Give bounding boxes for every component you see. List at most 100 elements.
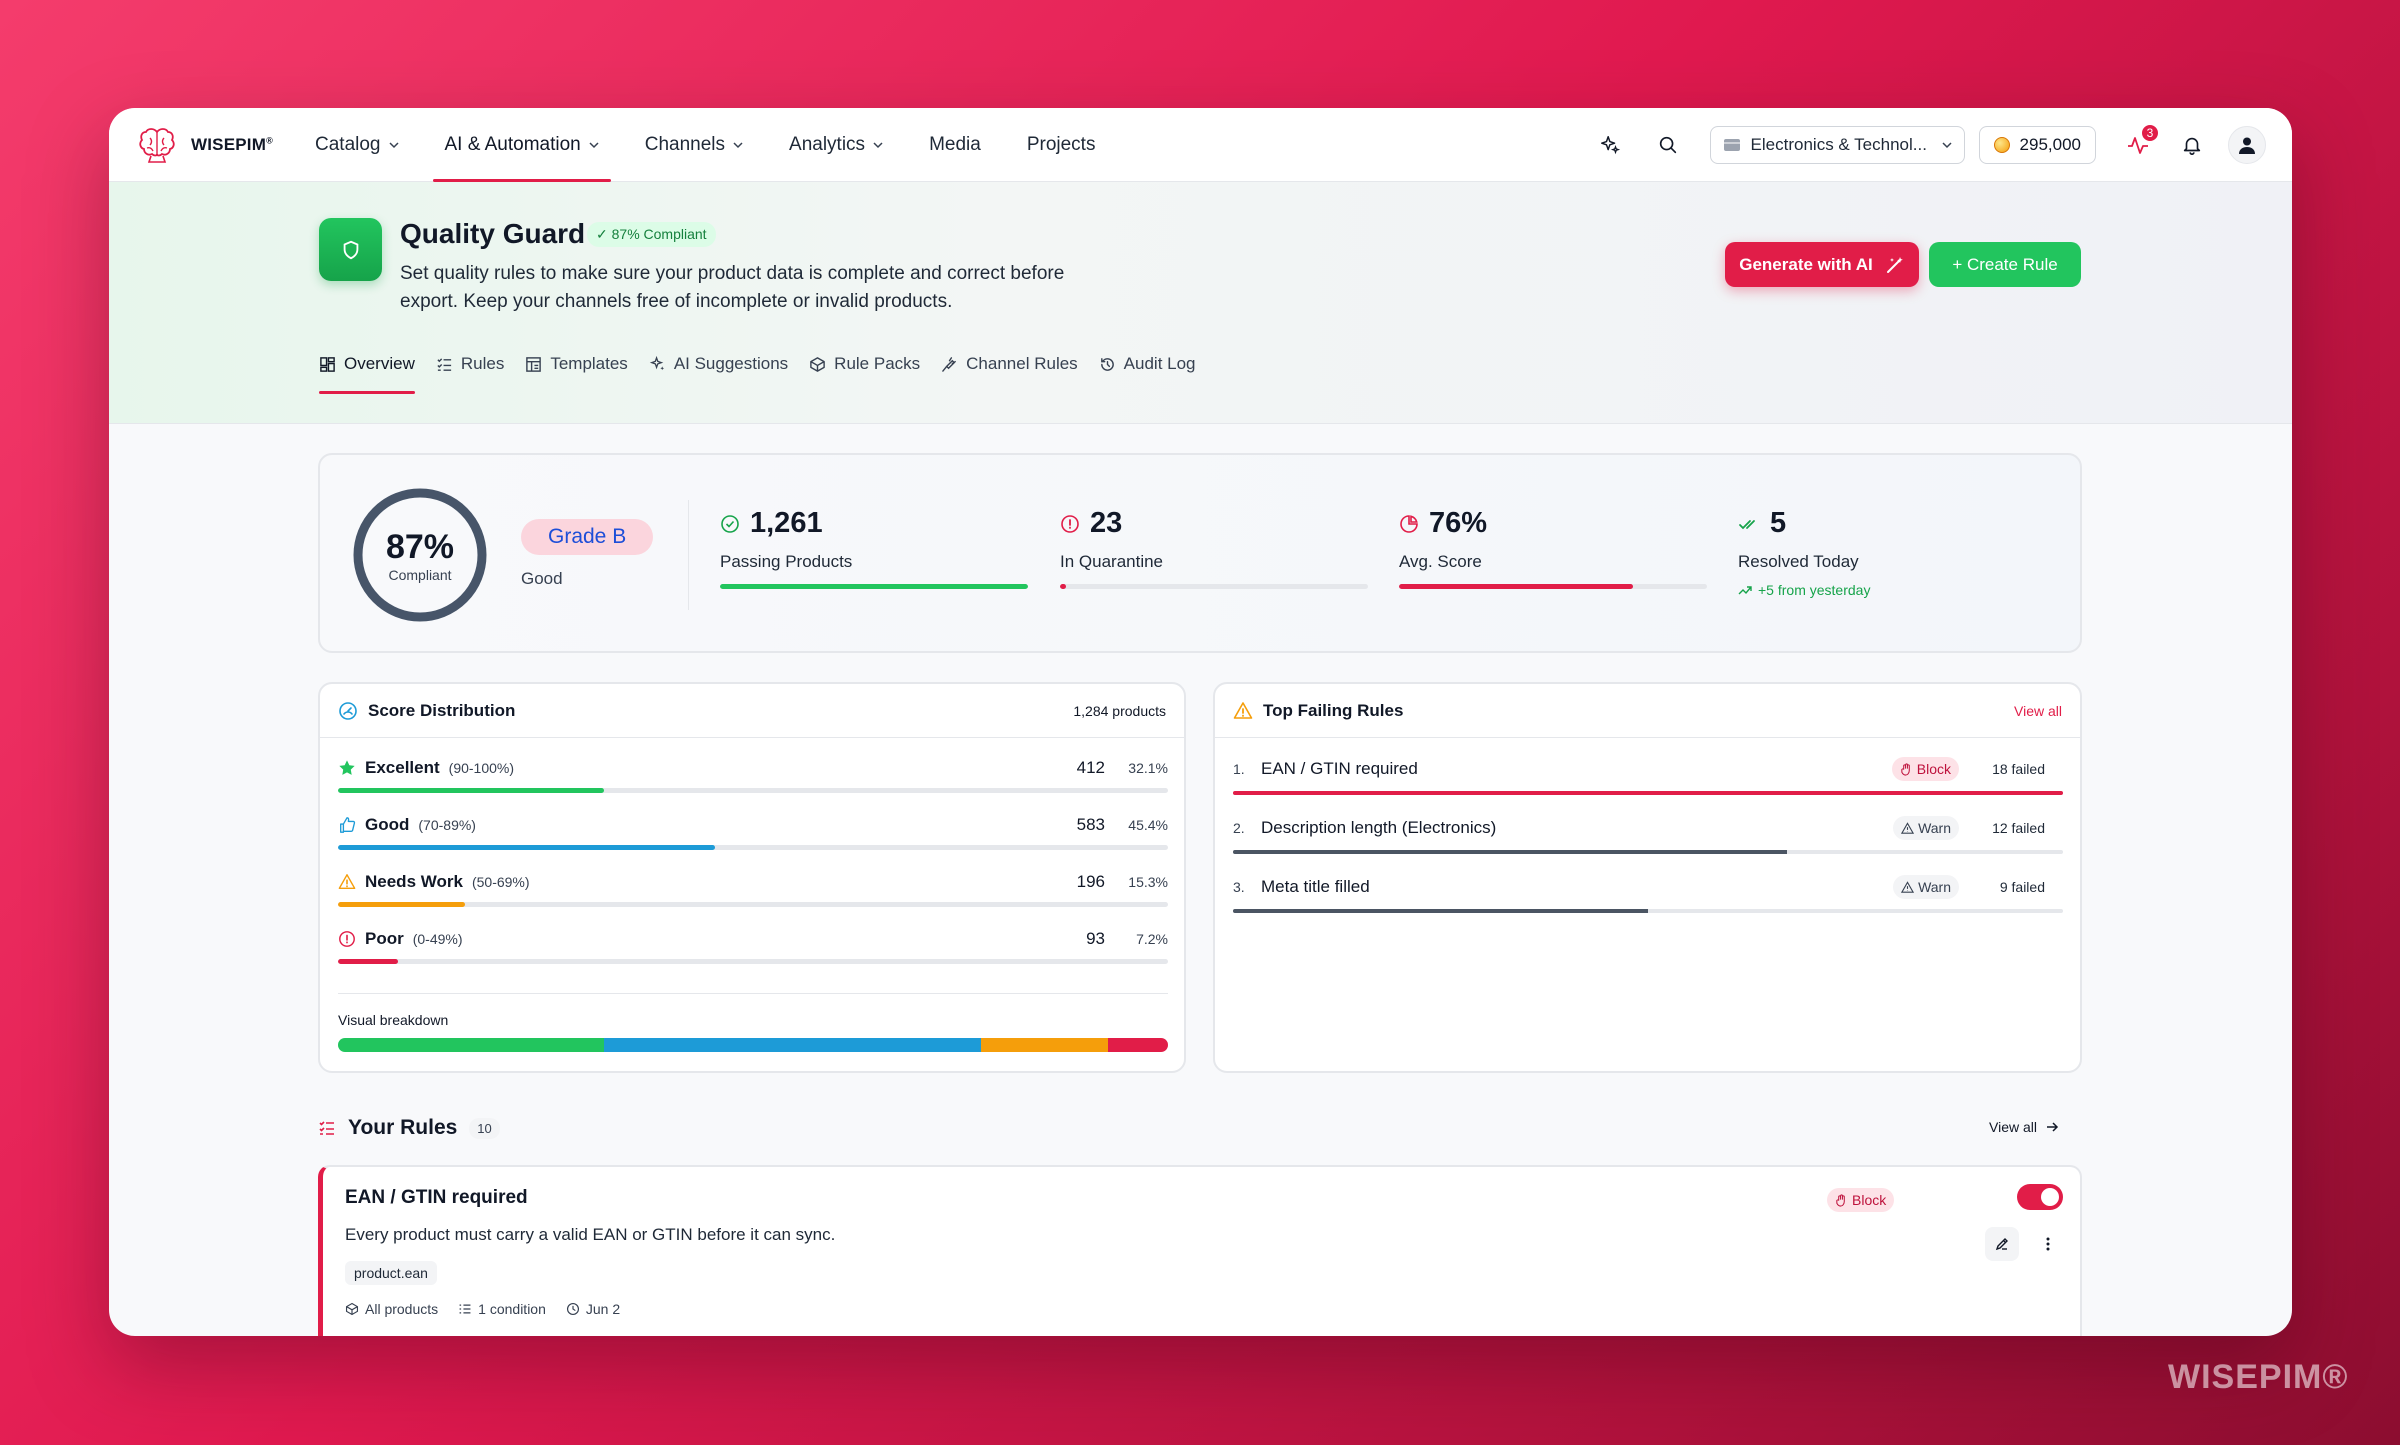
row-name: Poor (365, 929, 404, 948)
search-button[interactable] (1648, 125, 1688, 165)
panel-title: Score Distribution (368, 700, 516, 720)
rule-conditions: 1 condition (458, 1301, 546, 1317)
nav-ai-automation[interactable]: AI & Automation (432, 108, 612, 182)
distribution-row: Excellent (90-100%) 412 32.1% (338, 758, 1168, 793)
top-navbar: WISEPIM® Catalog AI & Automation Channel… (109, 108, 2292, 182)
template-icon (526, 356, 542, 372)
compliance-label: Compliant (388, 566, 452, 583)
section-tabs: Overview Rules Templates AI Suggestions … (319, 342, 1217, 394)
panel-header: Top Failing Rules View all (1215, 684, 2080, 738)
rule-card[interactable]: EAN / GTIN required Every product must c… (318, 1165, 2082, 1336)
list-checks-icon (437, 357, 451, 371)
coin-icon (1993, 137, 2010, 153)
rule-field-chip: product.ean (345, 1261, 437, 1285)
tab-rule-packs[interactable]: Rule Packs (809, 342, 920, 386)
tab-templates[interactable]: Templates (525, 342, 628, 386)
row-number: 2. (1233, 820, 1245, 836)
store-selector[interactable]: Electronics & Technol... (1709, 126, 1965, 164)
store-selector-value: Electronics & Technol... (1750, 135, 1927, 154)
tab-audit-log[interactable]: Audit Log (1099, 342, 1196, 386)
nav-catalog[interactable]: Catalog (315, 108, 399, 182)
panel-title: Top Failing Rules (1263, 700, 1404, 720)
edit-rule-button[interactable] (1985, 1227, 2019, 1261)
nav-analytics[interactable]: Analytics (789, 108, 883, 182)
watermark: WISEPIM® (2168, 1358, 2349, 1396)
generate-with-ai-button[interactable]: Generate with AI (1725, 242, 1919, 287)
score-distribution-panel: Score Distribution 1,284 products Excell… (318, 682, 1186, 1073)
brand-logo[interactable]: WISEPIM® (137, 126, 273, 164)
nav-media[interactable]: Media (929, 134, 981, 155)
notifications-button[interactable] (2172, 125, 2212, 165)
rule-name: Description length (Electronics) (1261, 818, 1497, 837)
page-title: Quality Guard (400, 218, 586, 249)
chevron-down-icon (589, 142, 599, 149)
thumbs-up-icon (340, 817, 356, 833)
activity-pulse-icon (2128, 137, 2148, 154)
row-name: Excellent (365, 758, 440, 777)
failure-bar (1233, 909, 2063, 913)
stat-in-quarantine: 23 In Quarantine (1060, 507, 1368, 589)
stat-label: Passing Products (720, 552, 853, 571)
tab-overview[interactable]: Overview (319, 342, 415, 394)
top-failing-rules-panel: Top Failing Rules View all 1. EAN / GTIN… (1213, 682, 2082, 1073)
compliance-summary-card: 87% Compliant Grade B Good 1,261 Passing… (318, 453, 2082, 653)
chevron-down-icon (873, 142, 883, 149)
total-products: 1,284 products (1073, 702, 1166, 719)
failed-count: 9 failed (1999, 879, 2045, 895)
view-all-link[interactable]: View all (2014, 702, 2062, 719)
failing-rule-row[interactable]: 1. EAN / GTIN required Block 18 failed (1233, 757, 2063, 795)
app-window: WISEPIM® Catalog AI & Automation Channel… (109, 108, 2292, 1336)
breakdown-segment (604, 1038, 982, 1052)
stat-value: 1,261 (750, 507, 823, 539)
grade-description: Good (521, 569, 563, 588)
nav-right-controls: Electronics & Technol... 295,000 3 (1590, 108, 2266, 182)
warn-tag: Warn (1893, 816, 1959, 840)
failed-count: 12 failed (1992, 820, 2045, 836)
row-count: 93 (1086, 929, 1105, 948)
rule-enabled-toggle[interactable] (2017, 1184, 2063, 1210)
divider (688, 500, 689, 610)
panel-header: Score Distribution 1,284 products (320, 684, 1184, 738)
nav-projects[interactable]: Projects (1026, 134, 1096, 155)
row-bar (338, 902, 1168, 907)
main-menu: Catalog AI & Automation Channels Analyti… (315, 108, 1141, 182)
breakdown-segment (981, 1038, 1109, 1052)
your-rules-header: Your Rules 10 (318, 1116, 500, 1140)
history-icon (1100, 357, 1114, 371)
activity-button[interactable]: 3 (2118, 123, 2160, 165)
check-circle-icon (721, 514, 739, 533)
failing-rule-row[interactable]: 2. Description length (Electronics) Warn… (1233, 816, 2063, 854)
compliance-percent: 87% (385, 527, 455, 566)
row-name: Good (365, 815, 410, 834)
user-avatar[interactable] (2228, 126, 2266, 164)
stat-progress-bar (720, 584, 1028, 589)
divider (338, 993, 1168, 994)
more-vertical-icon (2046, 1237, 2050, 1251)
warning-icon (1901, 880, 1915, 893)
ai-sparkle-button[interactable] (1590, 125, 1630, 165)
tab-channel-rules[interactable]: Channel Rules (941, 342, 1078, 386)
visual-breakdown-bar (338, 1038, 1168, 1052)
failure-bar (1233, 791, 2063, 795)
failing-rule-row[interactable]: 3. Meta title filled Warn 9 failed (1233, 875, 2063, 913)
row-percent: 45.4% (1128, 817, 1168, 833)
row-bar (338, 788, 1168, 793)
row-range: (90-100%) (448, 760, 515, 776)
create-rule-button[interactable]: + Create Rule (1929, 242, 2081, 287)
tab-ai-suggestions[interactable]: AI Suggestions (649, 342, 788, 386)
tab-rules[interactable]: Rules (436, 342, 504, 386)
arrow-right-icon (2047, 1122, 2059, 1132)
rule-title: EAN / GTIN required (345, 1187, 528, 1208)
rules-view-all-link[interactable]: View all (1989, 1119, 2059, 1135)
edit-icon (1995, 1238, 2008, 1251)
credits-balance[interactable]: 295,000 (1978, 126, 2096, 164)
rule-description: Every product must carry a valid EAN or … (345, 1225, 836, 1244)
distribution-row: Poor (0-49%) 93 7.2% (338, 929, 1168, 964)
stat-label: In Quarantine (1060, 552, 1164, 571)
compliance-badge: ✓ 87% Compliant (587, 222, 716, 247)
rule-more-options-button[interactable] (2033, 1227, 2063, 1261)
star-icon (339, 760, 355, 775)
nav-channels[interactable]: Channels (645, 108, 743, 182)
store-icon (1723, 139, 1740, 151)
row-count: 196 (1076, 872, 1105, 891)
